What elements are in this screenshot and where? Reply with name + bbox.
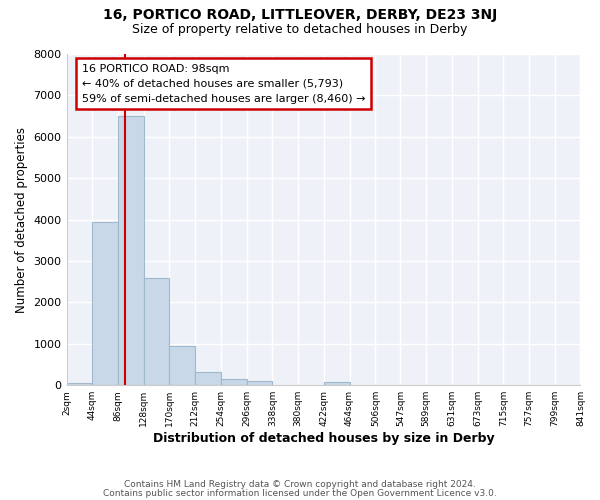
Bar (67, 382, 92, 385)
Bar (324, 382, 350, 385)
Text: Contains HM Land Registry data © Crown copyright and database right 2024.: Contains HM Land Registry data © Crown c… (124, 480, 476, 489)
Bar (195, 372, 221, 385)
Bar (92, 222, 118, 385)
Bar (247, 382, 272, 385)
Text: Size of property relative to detached houses in Derby: Size of property relative to detached ho… (133, 22, 467, 36)
X-axis label: Distribution of detached houses by size in Derby: Distribution of detached houses by size … (153, 432, 494, 445)
Text: Contains public sector information licensed under the Open Government Licence v3: Contains public sector information licen… (103, 488, 497, 498)
Y-axis label: Number of detached properties: Number of detached properties (15, 126, 28, 312)
Bar (144, 278, 169, 385)
Text: 16 PORTICO ROAD: 98sqm
← 40% of detached houses are smaller (5,793)
59% of semi-: 16 PORTICO ROAD: 98sqm ← 40% of detached… (82, 64, 365, 104)
Bar (118, 116, 144, 385)
Text: 16, PORTICO ROAD, LITTLEOVER, DERBY, DE23 3NJ: 16, PORTICO ROAD, LITTLEOVER, DERBY, DE2… (103, 8, 497, 22)
Bar (169, 346, 195, 385)
Bar (221, 379, 247, 385)
